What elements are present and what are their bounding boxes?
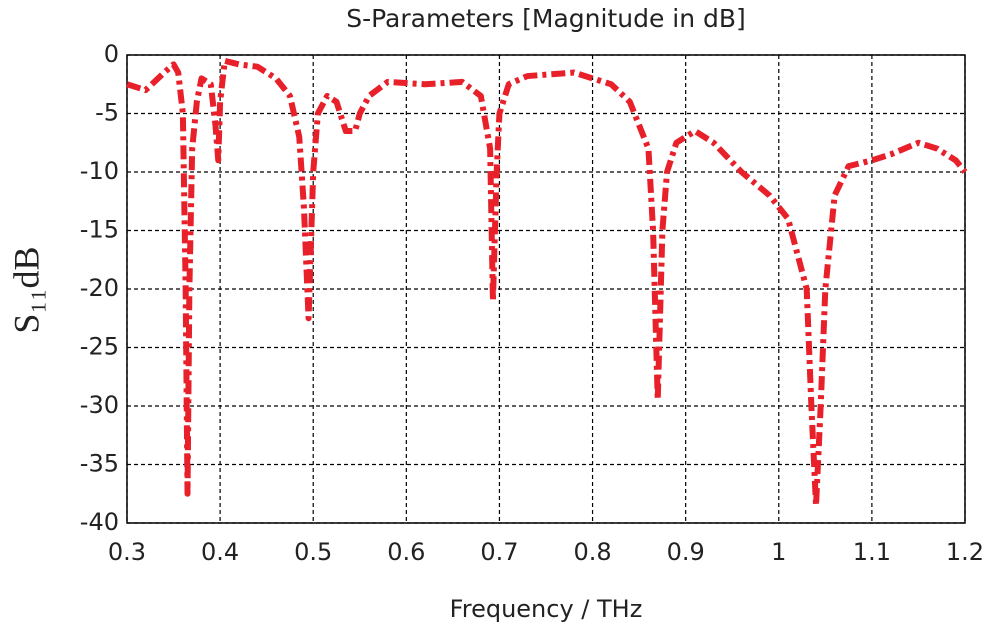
x-tick-label: 0.4 [201,538,239,566]
data-line [126,57,968,509]
y-tick-label: -5 [95,99,119,127]
y-tick-label: -25 [80,333,119,361]
y-tick-label: -40 [80,508,119,536]
chart-title: S-Parameters [Magnitude in dB] [346,4,746,33]
y-tick-label: 0 [104,40,119,68]
x-tick-label: 0.5 [294,538,332,566]
x-tick-label: 0.8 [573,538,611,566]
x-tick-label: 0.7 [480,538,518,566]
plot-frame [126,54,966,524]
x-tick-label: 1 [771,538,786,566]
x-tick-label: 1.2 [946,538,984,566]
x-tick-label: 1.1 [853,538,891,566]
x-tick-label: 0.9 [667,538,705,566]
y-tick-label: -35 [80,450,119,478]
y-tick-label: -15 [80,216,119,244]
x-axis-label: Frequency / THz [450,595,643,623]
y-tick-label: -20 [80,274,119,302]
x-tick-label: 0.3 [108,538,146,566]
x-tick-label: 0.6 [387,538,425,566]
y-tick-label: -10 [80,157,119,185]
y-tick-label: -30 [80,391,119,419]
y-axis-label: S₁₁dB [6,246,46,333]
